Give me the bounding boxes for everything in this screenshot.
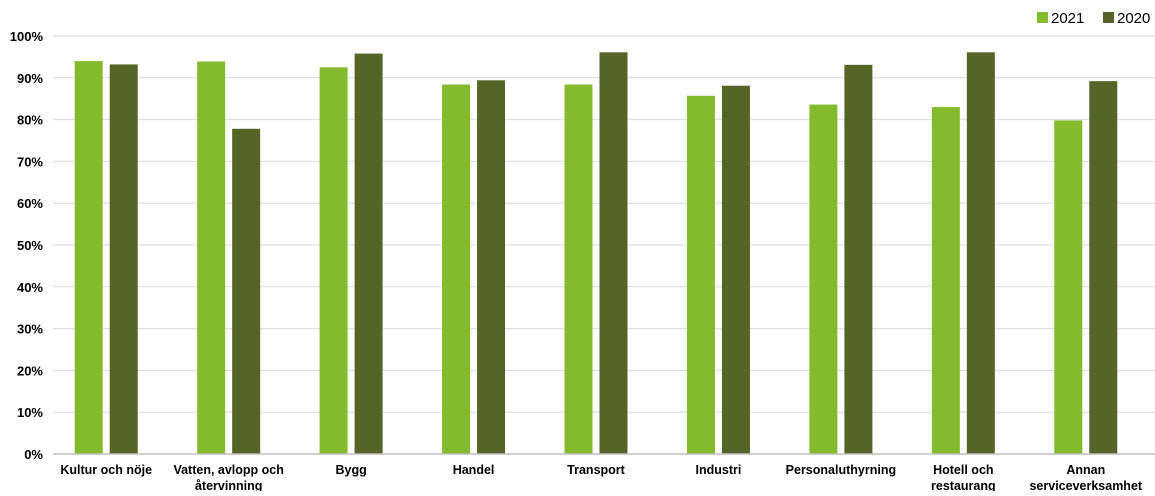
x-tick-label: återvinning [195, 479, 262, 491]
x-tick-label: Bygg [335, 463, 366, 477]
x-tick-label: Kultur och nöje [60, 463, 152, 477]
bar-2021-4 [442, 84, 471, 454]
y-tick-label: 100% [10, 29, 44, 44]
bar-2020-7 [844, 64, 873, 454]
x-tick-label: Vatten, avlopp och [173, 463, 283, 477]
y-tick-label: 10% [17, 405, 43, 420]
y-tick-label: 60% [17, 196, 43, 211]
x-tick-label: Transport [567, 463, 625, 477]
y-tick-label: 70% [17, 154, 43, 169]
bar-2020-4 [477, 80, 506, 455]
x-tick-label: Handel [453, 463, 495, 477]
bar-2020-3 [354, 53, 383, 454]
bar-2020-1 [109, 64, 138, 454]
x-tick-label: Hotell och [933, 463, 993, 477]
legend-label-2020: 2020 [1117, 10, 1150, 27]
y-tick-label: 20% [17, 363, 43, 378]
bar-2020-6 [721, 85, 750, 454]
x-tick-label: Personaluthyrning [786, 463, 896, 477]
legend-swatch-2021 [1037, 12, 1048, 23]
bar-2021-7 [809, 104, 838, 454]
y-tick-label: 30% [17, 322, 43, 337]
labels: 0% 10% 20% 30% 40% 50% 60% 70% 80% 90% 100% Kultur … [10, 29, 1143, 493]
bar-2020-2 [232, 128, 261, 454]
x-tick-label: Annan [1066, 463, 1105, 477]
x-tick-label: restaurang [931, 479, 996, 491]
y-tick-label: 50% [17, 238, 43, 253]
bar-2021-2 [197, 61, 226, 455]
bar-2021-9 [1054, 120, 1083, 454]
bar-2021-3 [319, 67, 348, 454]
bar-2020-9 [1089, 81, 1118, 455]
legend: 2021 2020 [1037, 10, 1150, 27]
bar-2021-1 [74, 61, 103, 454]
y-tick-label: 40% [17, 280, 43, 295]
bar-2021-8 [931, 107, 960, 454]
bar-2020-8 [966, 52, 995, 454]
bar-2021-6 [686, 95, 715, 455]
y-tick-label: 90% [17, 71, 43, 86]
y-tick-label: 80% [17, 113, 43, 128]
x-tick-label: Industri [696, 463, 742, 477]
legend-swatch-2020 [1103, 12, 1114, 23]
bar-2021-5 [564, 84, 593, 454]
bars [74, 52, 1118, 455]
bar-2020-5 [599, 52, 628, 454]
y-tick-label: 0% [24, 447, 43, 462]
x-tick-label: serviceverksamhet [1029, 479, 1142, 491]
legend-label-2021: 2021 [1051, 10, 1084, 27]
